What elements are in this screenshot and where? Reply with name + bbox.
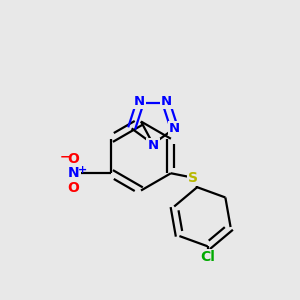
- Text: N: N: [68, 166, 80, 180]
- Text: N: N: [147, 139, 159, 152]
- Text: −: −: [59, 151, 70, 164]
- Text: S: S: [188, 171, 198, 185]
- Text: N: N: [169, 122, 180, 135]
- Text: +: +: [77, 165, 87, 175]
- Text: N: N: [161, 95, 172, 108]
- Text: O: O: [67, 152, 79, 166]
- Text: Cl: Cl: [200, 250, 215, 264]
- Text: O: O: [67, 181, 79, 195]
- Text: N: N: [134, 95, 145, 108]
